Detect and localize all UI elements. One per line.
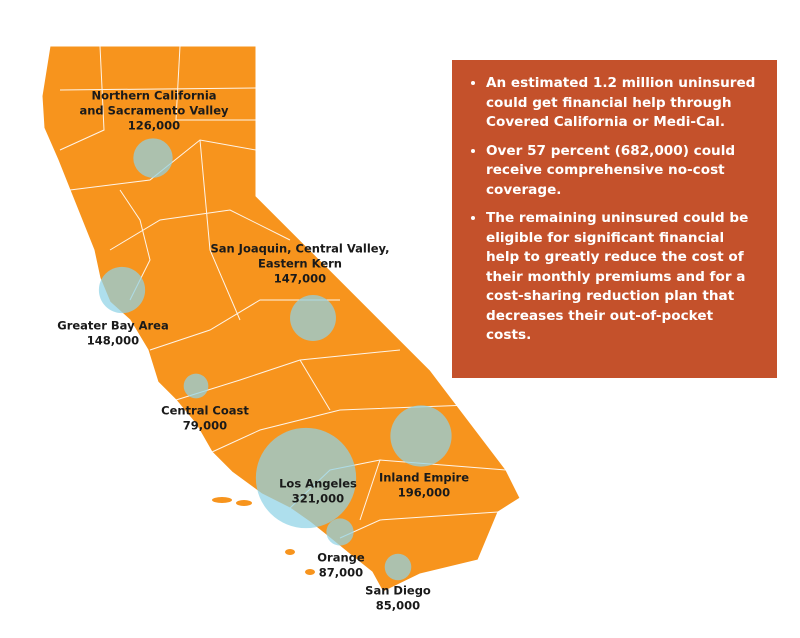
bullet: The remaining uninsured could be eligibl…: [486, 209, 759, 346]
region-name: Northern California: [91, 89, 216, 103]
bubbles: [98, 138, 452, 581]
region-name: San Joaquin, Central Valley,: [210, 242, 389, 256]
bubble: [290, 295, 336, 341]
region-value: 196,000: [398, 486, 450, 500]
bullet: Over 57 percent (682,000) could receive …: [486, 142, 759, 201]
region-name: Eastern Kern: [258, 257, 342, 271]
region-value: 79,000: [183, 419, 227, 433]
bubble: [133, 138, 173, 178]
region-name: Los Angeles: [279, 477, 357, 491]
region-value: 85,000: [376, 599, 420, 613]
region-name: and Sacramento Valley: [79, 104, 229, 118]
bubble: [326, 518, 354, 546]
bubble: [390, 405, 452, 467]
region-name: Greater Bay Area: [57, 319, 168, 333]
region-value: 148,000: [87, 334, 139, 348]
region-value: 147,000: [274, 272, 326, 286]
bullet-list: An estimated 1.2 million uninsured could…: [464, 74, 759, 346]
region-name: San Diego: [365, 584, 431, 598]
region-value: 126,000: [128, 119, 180, 133]
region-name: Central Coast: [161, 404, 249, 418]
region-name: Orange: [317, 551, 365, 565]
bubble: [255, 427, 357, 529]
region-value: 321,000: [292, 492, 344, 506]
bullet: An estimated 1.2 million uninsured could…: [486, 74, 759, 133]
bubble: [98, 266, 146, 314]
info-box: An estimated 1.2 million uninsured could…: [452, 60, 777, 378]
bubble: [384, 553, 412, 581]
region-value: 87,000: [319, 566, 363, 580]
bubble: [183, 373, 209, 399]
region-name: Inland Empire: [379, 471, 469, 485]
